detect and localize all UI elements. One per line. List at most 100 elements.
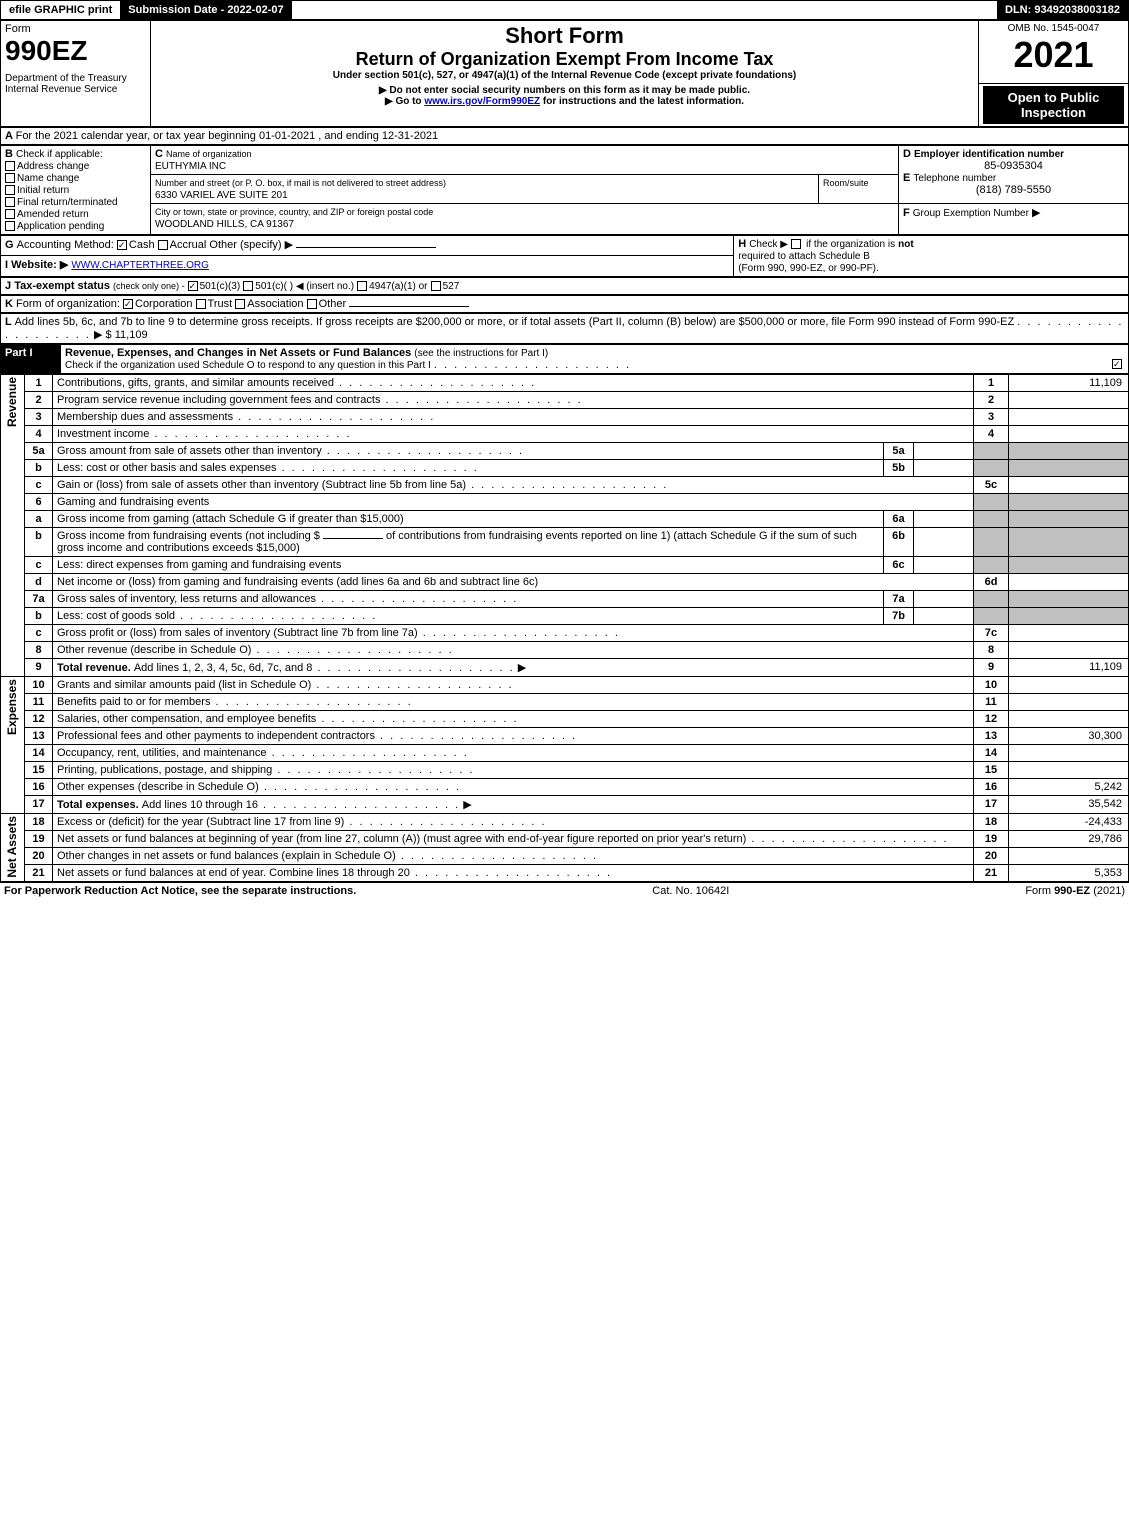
footer-right-post: (2021) xyxy=(1090,885,1125,897)
line-7c-box: 7c xyxy=(974,624,1009,641)
line-7b-box xyxy=(974,607,1009,624)
checkbox-527[interactable] xyxy=(431,281,441,291)
line-5a-mid: 5a xyxy=(884,442,914,459)
line-2-amt xyxy=(1009,391,1129,408)
checkbox-association[interactable] xyxy=(235,299,245,309)
website[interactable]: WWW.CHAPTERTHREE.ORG xyxy=(71,260,209,271)
line-16-box: 16 xyxy=(974,778,1009,795)
checkbox-trust[interactable] xyxy=(196,299,206,309)
line-7b-mid: 7b xyxy=(884,607,914,624)
line-6d-box: 6d xyxy=(974,573,1009,590)
checkbox-name-change[interactable] xyxy=(5,173,15,183)
checkbox-address-change[interactable] xyxy=(5,161,15,171)
line-6c-num: c xyxy=(25,556,53,573)
b-item-5: Application pending xyxy=(17,221,104,232)
line-6b-amt xyxy=(1009,527,1129,556)
line-11-text: Benefits paid to or for members xyxy=(57,696,210,708)
line-1-box: 1 xyxy=(974,374,1009,391)
line-6c-amt xyxy=(1009,556,1129,573)
line-4-text: Investment income xyxy=(57,428,149,440)
line-19-amt: 29,786 xyxy=(1009,830,1129,847)
j-o4: 527 xyxy=(443,281,460,292)
g-other-blank[interactable] xyxy=(296,247,436,248)
goto-post: for instructions and the latest informat… xyxy=(540,96,744,107)
k-o4: Other xyxy=(319,298,347,310)
line-15-amt xyxy=(1009,761,1129,778)
h-not: not xyxy=(898,239,914,250)
line-5b-text: Less: cost or other basis and sales expe… xyxy=(57,462,277,474)
checkbox-accrual[interactable] xyxy=(158,240,168,250)
line-1-amt: 11,109 xyxy=(1009,374,1129,391)
section-l: L Add lines 5b, 6c, and 7b to line 9 to … xyxy=(0,313,1129,344)
footer-right-form: 990-EZ xyxy=(1054,885,1090,897)
line-14-text: Occupancy, rent, utilities, and maintena… xyxy=(57,747,267,759)
line-6c-mid: 6c xyxy=(884,556,914,573)
line-18-text: Excess or (deficit) for the year (Subtra… xyxy=(57,816,344,828)
line-19-box: 19 xyxy=(974,830,1009,847)
top-bar: efile GRAPHIC print Submission Date - 20… xyxy=(0,0,1129,20)
e-label: Telephone number xyxy=(913,173,996,184)
checkbox-501c[interactable] xyxy=(243,281,253,291)
checkbox-other-org[interactable] xyxy=(307,299,317,309)
line-10-text: Grants and similar amounts paid (list in… xyxy=(57,679,311,691)
line-5b-mid: 5b xyxy=(884,459,914,476)
checkbox-cash[interactable] xyxy=(117,240,127,250)
checkbox-initial-return[interactable] xyxy=(5,185,15,195)
form-number: 990EZ xyxy=(5,35,146,67)
line-2-box: 2 xyxy=(974,391,1009,408)
line-6d-num: d xyxy=(25,573,53,590)
line-6d-text: Net income or (loss) from gaming and fun… xyxy=(57,576,538,588)
line-8-text: Other revenue (describe in Schedule O) xyxy=(57,644,251,656)
b-item-0: Address change xyxy=(17,161,89,172)
b-item-1: Name change xyxy=(17,173,79,184)
line-15-text: Printing, publications, postage, and shi… xyxy=(57,764,272,776)
line-6b-blank[interactable] xyxy=(323,538,383,539)
line-6-text: Gaming and fundraising events xyxy=(57,496,209,508)
form-word: Form xyxy=(5,23,146,35)
city: WOODLAND HILLS, CA 91367 xyxy=(155,219,294,230)
line-11-box: 11 xyxy=(974,693,1009,710)
line-12-amt xyxy=(1009,710,1129,727)
j-o1: 501(c)(3) xyxy=(200,281,241,292)
g-cash: Cash xyxy=(129,239,155,251)
line-7a-midval xyxy=(914,590,974,607)
checkbox-schedule-b[interactable] xyxy=(791,239,801,249)
line-6a-mid: 6a xyxy=(884,510,914,527)
checkbox-application-pending[interactable] xyxy=(5,221,15,231)
g-accrual: Accrual xyxy=(170,239,207,251)
checkbox-schedule-o[interactable] xyxy=(1112,359,1122,369)
checkbox-corporation[interactable] xyxy=(123,299,133,309)
line-10-num: 10 xyxy=(25,676,53,693)
irs-link[interactable]: www.irs.gov/Form990EZ xyxy=(424,96,540,107)
l-text: Add lines 5b, 6c, and 7b to line 9 to de… xyxy=(15,316,1015,328)
line-5a-midval xyxy=(914,442,974,459)
line-10-box: 10 xyxy=(974,676,1009,693)
line-8-box: 8 xyxy=(974,641,1009,658)
checkbox-501c3[interactable] xyxy=(188,281,198,291)
c-name-label: Name of organization xyxy=(166,149,252,159)
c-city-label: City or town, state or province, country… xyxy=(155,207,433,217)
h-t2: if the organization is xyxy=(806,239,895,250)
l-value: 11,109 xyxy=(115,329,148,341)
line-11-num: 11 xyxy=(25,693,53,710)
checkbox-final-return[interactable] xyxy=(5,197,15,207)
line-5c-amt xyxy=(1009,476,1129,493)
efile-label[interactable]: efile GRAPHIC print xyxy=(1,1,120,19)
line-7c-text: Gross profit or (loss) from sales of inv… xyxy=(57,627,418,639)
line-17-amt: 35,542 xyxy=(1009,795,1129,813)
line-19-text: Net assets or fund balances at beginning… xyxy=(57,833,746,845)
k-other-blank[interactable] xyxy=(349,306,469,307)
line-3-amt xyxy=(1009,408,1129,425)
side-revenue: Revenue xyxy=(5,377,19,427)
checkbox-amended-return[interactable] xyxy=(5,209,15,219)
line-6b-num: b xyxy=(25,527,53,556)
part1-dots xyxy=(434,359,631,371)
line-1-num: 1 xyxy=(25,374,53,391)
checkbox-4947[interactable] xyxy=(357,281,367,291)
g-label: Accounting Method: xyxy=(17,239,114,251)
j-o2: 501(c)( ) ◀ (insert no.) xyxy=(255,281,354,292)
line-6b-midval xyxy=(914,527,974,556)
line-18-box: 18 xyxy=(974,813,1009,830)
line-6c-midval xyxy=(914,556,974,573)
line-4-num: 4 xyxy=(25,425,53,442)
